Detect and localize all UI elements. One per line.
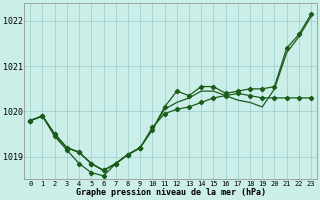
- X-axis label: Graphe pression niveau de la mer (hPa): Graphe pression niveau de la mer (hPa): [76, 188, 266, 197]
